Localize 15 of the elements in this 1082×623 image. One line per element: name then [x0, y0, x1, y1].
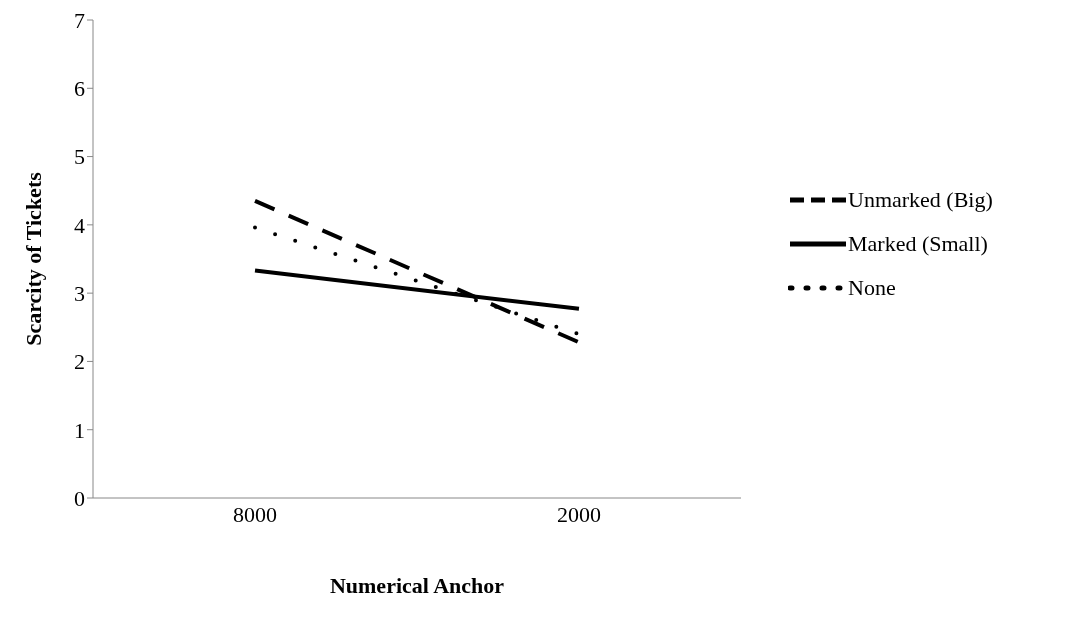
y-axis-title: Scarcity of Tickets — [20, 171, 46, 346]
y-tick-label: 6 — [74, 76, 85, 102]
y-tick-label: 5 — [74, 144, 85, 170]
y-tick-label: 7 — [74, 7, 85, 33]
x-tick-label: 2000 — [557, 501, 601, 527]
y-tick-label: 1 — [74, 417, 85, 443]
y-tick-label: 2 — [74, 349, 85, 375]
y-tick-label: 4 — [74, 212, 85, 238]
legend-label: Unmarked (Big) — [848, 187, 993, 213]
y-tick-label: 0 — [74, 485, 85, 511]
y-tick-label: 3 — [74, 280, 85, 306]
legend-label: Marked (Small) — [848, 231, 988, 257]
legend-label: None — [848, 275, 896, 301]
x-axis-title: Numerical Anchor — [329, 573, 505, 598]
x-tick-label: 8000 — [233, 501, 277, 527]
